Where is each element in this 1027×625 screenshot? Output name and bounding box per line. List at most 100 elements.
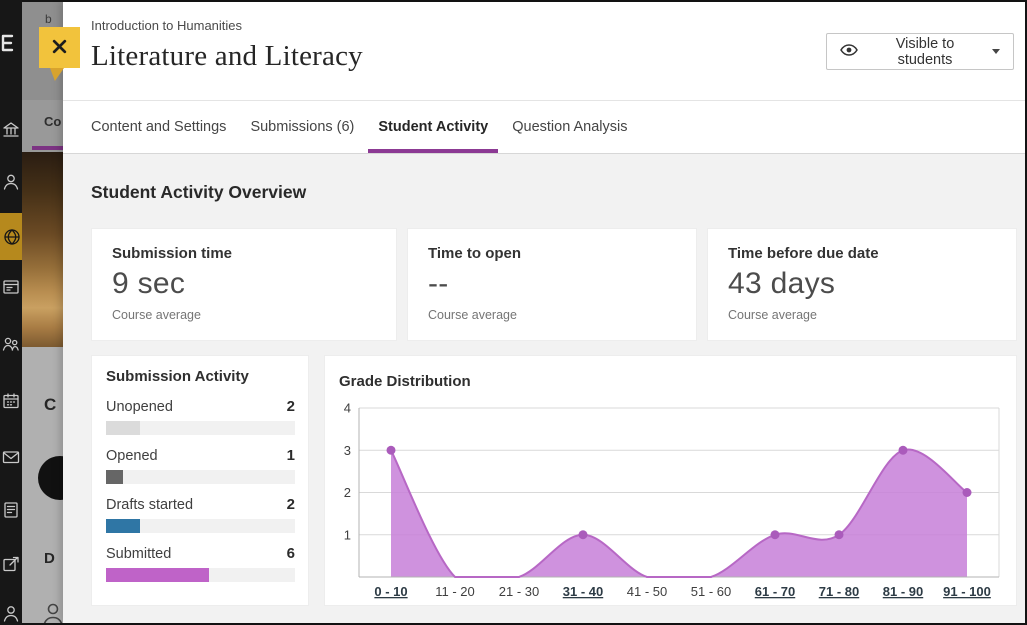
panel-header: Introduction to Humanities Literature an…	[63, 2, 1025, 101]
visibility-dropdown-button[interactable]: Visible to students	[826, 33, 1014, 70]
calendar-icon[interactable]	[1, 391, 21, 411]
messages-icon[interactable]	[1, 447, 21, 467]
area-line	[390, 448, 968, 578]
page-title: Literature and Literacy	[91, 40, 363, 72]
data-point	[962, 488, 972, 497]
row-value: 1	[286, 447, 295, 464]
progress-track	[106, 470, 295, 484]
row-label: Opened	[106, 448, 158, 464]
y-tick-label: 3	[344, 443, 351, 458]
close-button[interactable]	[39, 27, 80, 68]
grade-range-label: 21 - 30	[499, 584, 539, 599]
row-label: Drafts started	[106, 497, 194, 513]
gradebook-icon[interactable]	[1, 500, 21, 520]
underlay-tab-fragment: Co	[44, 114, 62, 129]
y-tick-label: 2	[344, 485, 351, 500]
submission-activity-title: Submission Activity	[106, 368, 249, 385]
data-point	[386, 445, 396, 455]
stat-card-time-before-due: Time before due date 43 days Course aver…	[707, 228, 1017, 341]
stat-value: 9 sec	[112, 267, 186, 300]
stat-caption: Course average	[112, 308, 201, 322]
data-point	[578, 530, 588, 540]
grade-range-link[interactable]: 61 - 70	[755, 584, 795, 599]
submission-row-submitted: Submitted 6	[106, 545, 295, 582]
grade-range-link[interactable]: 91 - 100	[943, 584, 991, 599]
progress-track	[106, 421, 295, 435]
course-banner-image	[22, 152, 63, 347]
grade-range-label: 51 - 60	[691, 584, 731, 599]
stat-card-submission-time: Submission time 9 sec Course average	[91, 228, 397, 341]
grade-range-link[interactable]: 0 - 10	[374, 584, 407, 599]
stat-label: Time before due date	[728, 245, 879, 262]
data-point	[898, 445, 908, 455]
row-value: 6	[286, 545, 295, 562]
progress-fill	[106, 421, 141, 435]
stat-value: --	[428, 267, 449, 300]
underlay-person-icon	[40, 600, 63, 623]
student-activity-content: Student Activity Overview Submission tim…	[63, 154, 1025, 623]
progress-track	[106, 568, 295, 582]
progress-track	[106, 519, 295, 533]
logo-glyph	[1, 34, 21, 54]
tab-student-activity[interactable]: Student Activity	[368, 101, 499, 153]
progress-fill	[106, 519, 141, 533]
grade-distribution-chart: 1 2 3 4 0 - 10 11 - 20 21 - 30 31 - 40 41 - 50 51…	[344, 401, 1000, 599]
pages-icon[interactable]	[1, 277, 21, 297]
tab-content-and-settings[interactable]: Content and Settings	[91, 119, 227, 135]
submission-row-drafts-started: Drafts started 2	[106, 496, 295, 533]
stat-card-time-to-open: Time to open -- Course average	[407, 228, 697, 341]
avatar	[38, 456, 63, 500]
institution-icon[interactable]	[1, 120, 21, 140]
grade-range-link[interactable]: 81 - 90	[883, 584, 923, 599]
row-label: Submitted	[106, 546, 172, 562]
base-nav-rail	[0, 0, 22, 625]
y-tick-label: 4	[344, 401, 351, 416]
globe-icon	[2, 227, 22, 247]
data-point	[770, 530, 780, 540]
grade-range-link[interactable]: 31 - 40	[563, 584, 603, 599]
data-point	[834, 530, 844, 540]
stat-caption: Course average	[728, 308, 817, 322]
grade-distribution-title: Grade Distribution	[339, 373, 471, 390]
chevron-down-icon	[992, 49, 1000, 54]
underlay-heading-fragment: C	[44, 395, 57, 414]
assessment-peek-panel: Introduction to Humanities Literature an…	[39, 2, 1025, 623]
underlay-tab-underline	[32, 146, 63, 150]
close-icon	[51, 38, 68, 58]
stat-value: 43 days	[728, 267, 836, 300]
divider	[63, 100, 1025, 101]
row-value: 2	[286, 398, 295, 415]
underlay-detail-fragment: D	[44, 550, 55, 567]
tools-icon[interactable]	[1, 554, 21, 574]
underlay-body: C D	[22, 347, 63, 623]
row-value: 2	[286, 496, 295, 513]
grade-distribution-card: 1 2 3 4 0 - 10 11 - 20 21 - 30 31 - 40 41 - 50 51…	[324, 355, 1017, 606]
profile-partial-icon[interactable]	[1, 602, 21, 622]
divider	[63, 153, 1025, 154]
row-label: Unopened	[106, 399, 173, 415]
underlay-breadcrumb-fragment: b	[45, 12, 52, 26]
stat-label: Time to open	[428, 245, 522, 262]
tab-bar: Content and Settings Submissions (6) Stu…	[63, 101, 1025, 153]
stat-caption: Course average	[428, 308, 517, 322]
submission-row-opened: Opened 1	[106, 447, 295, 484]
breadcrumb: Introduction to Humanities	[91, 18, 243, 33]
underlay-tabbar: Co	[22, 100, 63, 152]
grade-range-link[interactable]: 71 - 80	[819, 584, 859, 599]
y-tick-label: 1	[344, 527, 351, 542]
groups-icon[interactable]	[1, 334, 21, 354]
eye-icon	[840, 43, 858, 60]
stats-row: Submission time 9 sec Course average Tim…	[91, 228, 1017, 341]
active-nav-tile[interactable]	[0, 213, 22, 260]
grade-range-label: 41 - 50	[627, 584, 667, 599]
tab-submissions[interactable]: Submissions (6)	[250, 119, 355, 135]
progress-fill	[106, 470, 124, 484]
overview-heading: Student Activity Overview	[91, 182, 307, 202]
profile-icon[interactable]	[1, 172, 21, 192]
progress-fill	[106, 568, 209, 582]
grade-range-label: 11 - 20	[435, 584, 475, 599]
visibility-label: Visible to students	[895, 35, 955, 68]
tab-question-analysis[interactable]: Question Analysis	[512, 119, 628, 135]
area-fill	[391, 449, 967, 577]
